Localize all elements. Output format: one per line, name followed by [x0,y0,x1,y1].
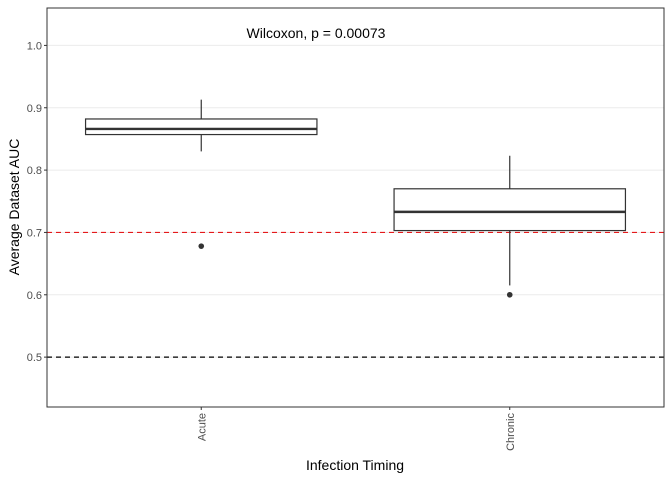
outlier-point [506,291,513,298]
box-iqr [84,118,318,136]
panel-border [46,7,665,408]
y-axis-title: Average Dataset AUC [6,139,22,276]
boxes [84,99,627,298]
y-tick-label: 1.0 [27,40,42,52]
y-tick-label: 0.6 [27,290,42,302]
y-tick-label: 0.5 [27,352,42,364]
box-acute [84,99,318,249]
x-axis-title: Infection Timing [306,457,404,473]
x-axis: Acute Chronic [196,407,517,451]
x-tick-label: Acute [196,413,208,441]
box-iqr [393,188,627,232]
y-tick-label: 0.7 [27,227,42,239]
outlier-point [198,243,205,249]
annotation-text: Wilcoxon, p = 0.00073 [247,25,386,41]
y-tick-label: 0.9 [27,103,42,115]
y-axis: 0.5 0.6 0.7 0.8 0.9 1.0 [27,40,47,364]
reference-lines [47,231,664,358]
box-chronic [393,155,627,298]
y-tick-label: 0.8 [27,165,42,177]
x-tick-label: Chronic [505,413,517,451]
